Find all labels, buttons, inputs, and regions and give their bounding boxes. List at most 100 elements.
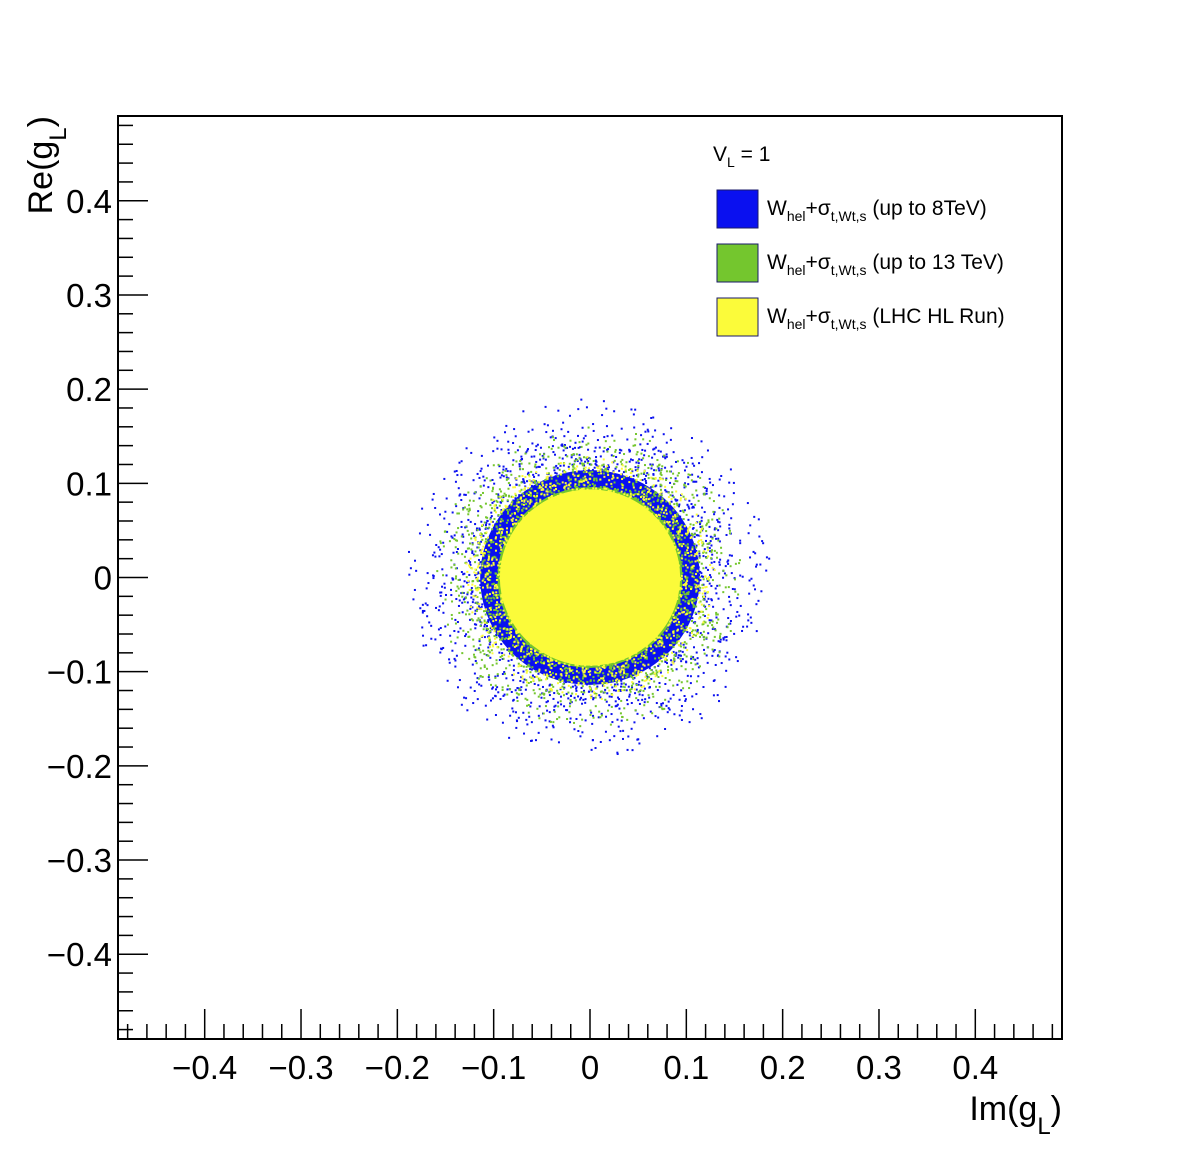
scatter-point <box>554 704 557 707</box>
scatter-point <box>648 696 651 699</box>
scatter-point <box>437 609 440 612</box>
scatter-point <box>594 747 597 750</box>
scatter-point <box>531 442 534 445</box>
scatter-point <box>450 535 453 538</box>
scatter-point <box>501 471 504 474</box>
scatter-point <box>623 666 626 669</box>
scatter-point <box>471 663 474 666</box>
scatter-point <box>469 607 472 610</box>
scatter-point <box>555 464 558 467</box>
scatter-point <box>525 451 528 454</box>
scatter-point <box>710 491 713 494</box>
scatter-point <box>631 493 634 496</box>
scatter-point <box>581 440 584 443</box>
scatter-point <box>499 698 502 701</box>
scatter-point <box>717 520 720 523</box>
scatter-point <box>530 701 533 704</box>
scatter-point <box>460 499 463 502</box>
scatter-point <box>691 630 694 633</box>
scatter-point <box>435 606 438 609</box>
scatter-point <box>478 683 481 686</box>
scatter-point <box>488 523 491 526</box>
scatter-point <box>667 700 670 703</box>
scatter-point <box>614 700 617 703</box>
scatter-point <box>494 714 497 717</box>
scatter-point <box>682 643 685 646</box>
scatter-point <box>659 450 662 453</box>
scatter-point <box>507 659 510 662</box>
scatter-point <box>752 550 755 553</box>
scatter-point <box>686 631 689 634</box>
scatter-point <box>493 482 496 485</box>
scatter-point <box>461 601 464 604</box>
scatter-point <box>710 550 713 553</box>
scatter-point <box>455 598 458 601</box>
scatter-point <box>654 446 657 449</box>
scatter-point <box>528 715 531 718</box>
scatter-point <box>663 455 666 458</box>
scatter-point <box>498 658 501 661</box>
scatter-point <box>461 611 464 614</box>
scatter-point <box>537 731 540 734</box>
scatter-point <box>469 686 472 689</box>
scatter-point <box>738 559 741 562</box>
scatter-point <box>579 462 582 465</box>
scatter-point <box>537 684 540 687</box>
scatter-point <box>591 722 594 725</box>
scatter-point <box>632 474 635 477</box>
scatter-point <box>584 460 587 463</box>
scatter-point <box>681 658 684 661</box>
scatter-point <box>602 465 605 468</box>
scatter-point <box>421 611 424 614</box>
scatter-point <box>719 640 722 643</box>
scatter-point <box>647 455 650 458</box>
scatter-point <box>712 679 715 682</box>
scatter-point <box>640 434 643 437</box>
scatter-point <box>617 725 620 728</box>
scatter-point <box>615 455 618 458</box>
scatter-point <box>518 494 521 497</box>
scatter-point <box>635 688 638 691</box>
scatter-point <box>686 674 689 677</box>
scatter-point <box>678 698 681 701</box>
scatter-point <box>456 474 459 477</box>
scatter-point <box>429 533 432 536</box>
scatter-point <box>643 478 646 481</box>
scatter-point <box>434 506 437 509</box>
scatter-point <box>698 552 701 555</box>
scatter-point <box>708 547 711 550</box>
scatter-point <box>523 732 526 735</box>
scatter-point <box>530 455 533 458</box>
scatter-point <box>438 555 441 558</box>
scatter-point <box>705 600 708 603</box>
scatter-point <box>515 726 518 729</box>
scatter-point <box>693 480 696 483</box>
scatter-point <box>728 532 731 535</box>
scatter-point <box>480 520 483 523</box>
scatter-point <box>652 473 655 476</box>
scatter-point <box>704 621 707 624</box>
scatter-point <box>590 748 593 751</box>
scatter-point <box>498 465 501 468</box>
scatter-point <box>665 704 668 707</box>
scatter-point <box>726 560 729 563</box>
scatter-point <box>412 598 415 601</box>
scatter-point <box>759 563 762 566</box>
scatter-point <box>505 476 508 479</box>
scatter-point <box>441 568 444 571</box>
scatter-point <box>563 445 566 448</box>
scatter-point <box>574 684 577 687</box>
scatter-point <box>471 606 474 609</box>
scatter-point <box>664 466 667 469</box>
scatter-point <box>701 456 704 459</box>
scatter-point <box>757 599 760 602</box>
scatter-point <box>546 700 549 703</box>
scatter-point <box>453 630 456 633</box>
scatter-point <box>640 472 643 475</box>
scatter-point <box>524 688 527 691</box>
scatter-point <box>455 589 458 592</box>
scatter-point <box>488 526 491 529</box>
scatter-point <box>457 630 460 633</box>
scatter-point <box>577 446 580 449</box>
scatter-point <box>506 648 509 651</box>
